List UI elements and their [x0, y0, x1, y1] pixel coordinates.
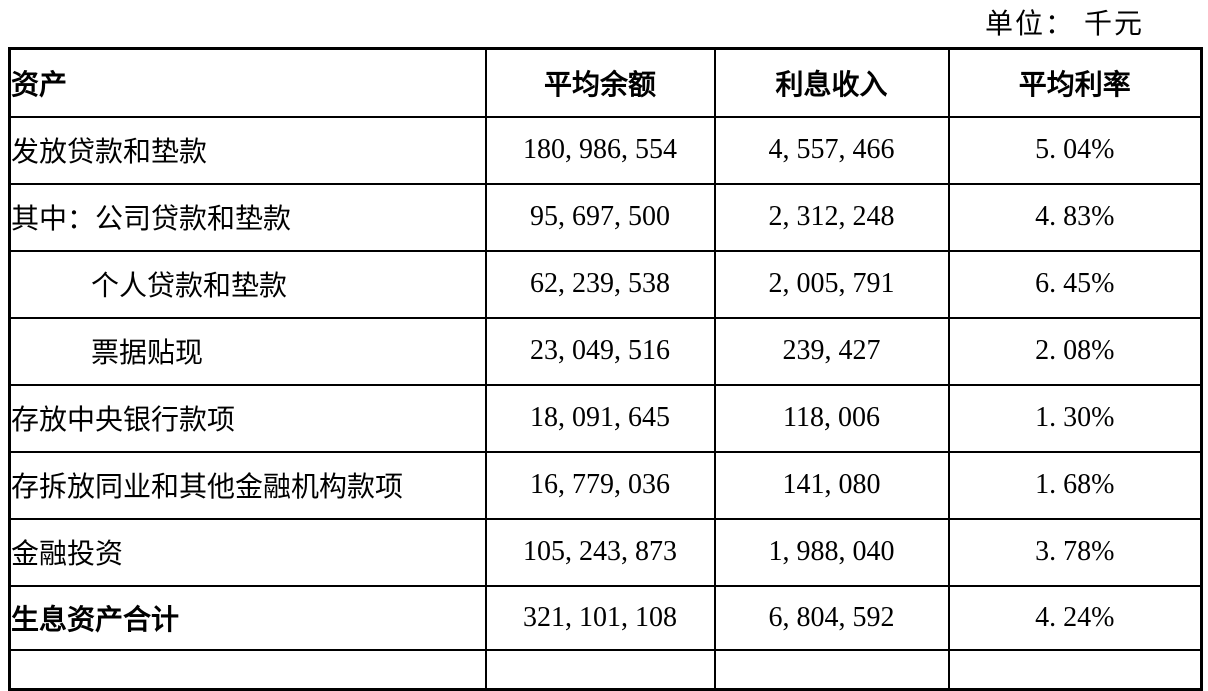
- avg-rate-cell: 1. 30%: [947, 383, 1203, 453]
- asset-label-cell: 票据贴现: [8, 316, 487, 386]
- table-row: 存放中央银行款项 18, 091, 645 118, 006 1. 30%: [8, 383, 1203, 453]
- table-row-partial: [8, 648, 1203, 691]
- avg-balance-cell: 105, 243, 873: [484, 517, 716, 587]
- interest-income-cell: 1, 988, 040: [713, 517, 950, 587]
- asset-label-cell: 个人贷款和垫款: [8, 249, 487, 319]
- avg-balance-cell: 321, 101, 108: [484, 584, 716, 651]
- asset-label-cell: 生息资产合计: [8, 584, 487, 651]
- unit-label: 单位： 千元: [984, 9, 1144, 40]
- table-row: 存拆放同业和其他金融机构款项 16, 779, 036 141, 080 1. …: [8, 450, 1203, 520]
- table-row: 发放贷款和垫款 180, 986, 554 4, 557, 466 5. 04%: [8, 115, 1203, 185]
- avg-rate-cell: [947, 648, 1203, 691]
- asset-label-cell: 存放中央银行款项: [8, 383, 487, 453]
- column-header-interest-income: 利息收入: [713, 47, 950, 118]
- avg-balance-cell: 95, 697, 500: [484, 182, 716, 252]
- table-row: 金融投资 105, 243, 873 1, 988, 040 3. 78%: [8, 517, 1203, 587]
- avg-balance-cell: 16, 779, 036: [484, 450, 716, 520]
- interest-income-cell: [713, 648, 950, 691]
- interest-income-cell: 2, 005, 791: [713, 249, 950, 319]
- avg-rate-cell: 6. 45%: [947, 249, 1203, 319]
- column-header-assets: 资产: [8, 47, 487, 118]
- table-row: 票据贴现 23, 049, 516 239, 427 2. 08%: [8, 316, 1203, 386]
- interest-income-cell: 2, 312, 248: [713, 182, 950, 252]
- interest-income-cell: 6, 804, 592: [713, 584, 950, 651]
- table-row: 其中：公司贷款和垫款 95, 697, 500 2, 312, 248 4. 8…: [8, 182, 1203, 252]
- avg-rate-cell: 4. 24%: [947, 584, 1203, 651]
- avg-rate-cell: 1. 68%: [947, 450, 1203, 520]
- avg-rate-cell: 3. 78%: [947, 517, 1203, 587]
- column-header-average-rate: 平均利率: [947, 47, 1203, 118]
- asset-label-cell: [8, 648, 487, 691]
- avg-balance-cell: 23, 049, 516: [484, 316, 716, 386]
- table-row-total: 生息资产合计 321, 101, 108 6, 804, 592 4. 24%: [8, 584, 1203, 651]
- asset-label-cell: 存拆放同业和其他金融机构款项: [8, 450, 487, 520]
- interest-income-cell: 118, 006: [713, 383, 950, 453]
- avg-balance-cell: 180, 986, 554: [484, 115, 716, 185]
- avg-rate-cell: 5. 04%: [947, 115, 1203, 185]
- interest-income-cell: 4, 557, 466: [713, 115, 950, 185]
- avg-balance-cell: [484, 648, 716, 691]
- table-row: 个人贷款和垫款 62, 239, 538 2, 005, 791 6. 45%: [8, 249, 1203, 319]
- asset-label-cell: 发放贷款和垫款: [8, 115, 487, 185]
- interest-income-cell: 141, 080: [713, 450, 950, 520]
- column-header-average-balance: 平均余额: [484, 47, 716, 118]
- avg-balance-cell: 18, 091, 645: [484, 383, 716, 453]
- interest-earning-assets-table: 资产 平均余额 利息收入 平均利率 发放贷款和垫款 180, 986, 554 …: [8, 47, 1203, 691]
- avg-balance-cell: 62, 239, 538: [484, 249, 716, 319]
- header-row: 资产 平均余额 利息收入 平均利率: [8, 47, 1203, 118]
- interest-income-cell: 239, 427: [713, 316, 950, 386]
- asset-label-cell: 其中：公司贷款和垫款: [8, 182, 487, 252]
- avg-rate-cell: 2. 08%: [947, 316, 1203, 386]
- document-page: 单位： 千元 资产 平均余额 利息收入 平均利率 发放贷款和垫款 180, 98…: [8, 9, 1203, 691]
- asset-label-cell: 金融投资: [8, 517, 487, 587]
- avg-rate-cell: 4. 83%: [947, 182, 1203, 252]
